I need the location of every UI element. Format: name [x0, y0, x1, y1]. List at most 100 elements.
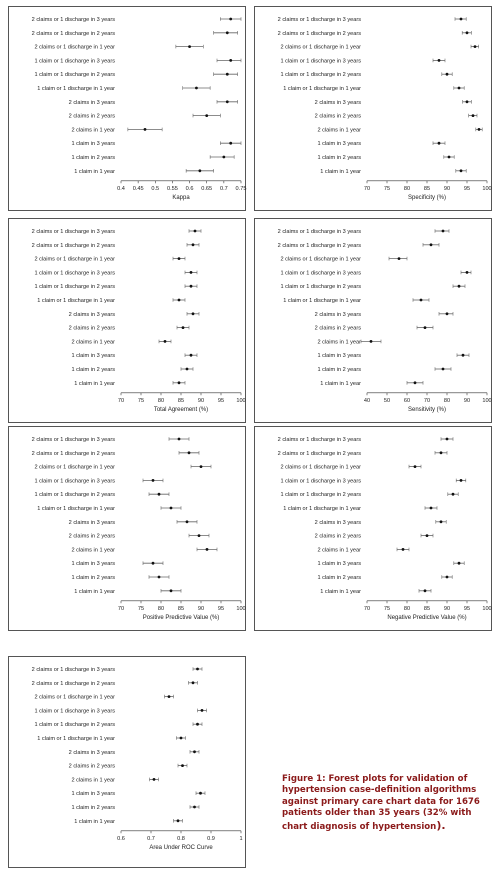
x-tick-label: 0.4 — [117, 186, 125, 192]
row-label: 1 claim in 2 years — [71, 805, 115, 811]
x-tick-label: 100 — [482, 606, 491, 612]
estimate-point — [177, 298, 181, 302]
row-label: 1 claim in 3 years — [317, 141, 361, 147]
estimate-point — [437, 59, 441, 62]
estimate-point — [185, 367, 189, 371]
x-tick-label: 90 — [444, 186, 450, 192]
estimate-point — [176, 819, 180, 823]
x-tick-label: 85 — [178, 606, 184, 612]
estimate-point — [191, 243, 195, 247]
x-axis-label: Kappa — [172, 195, 190, 201]
estimate-point — [179, 736, 183, 740]
estimate-point — [191, 312, 195, 316]
estimate-point — [143, 128, 147, 131]
row-label: 2 claims in 3 years — [315, 100, 362, 106]
estimate-point — [197, 534, 201, 537]
estimate-point — [188, 45, 191, 48]
forest-plot-sensitivity: 2 claims or 1 discharge in 3 years 2 clai… — [254, 218, 492, 423]
estimate-point — [205, 114, 209, 117]
estimate-point — [193, 229, 197, 233]
x-tick-label: 90 — [444, 606, 450, 612]
row-label: 2 claims or 1 discharge in 1 year — [34, 465, 115, 471]
estimate-point — [457, 86, 461, 90]
estimate-point — [151, 561, 155, 565]
x-tick-label: 95 — [218, 606, 224, 612]
estimate-point — [177, 437, 181, 441]
estimate-point — [225, 31, 229, 35]
row-label: 1 claim or 1 discharge in 2 years — [280, 492, 361, 498]
estimate-point — [445, 575, 449, 579]
row-label: 1 claim or 1 discharge in 1 year — [37, 736, 115, 742]
forest-plot-svg: 2 claims or 1 discharge in 3 years 2 clai… — [32, 667, 243, 851]
x-tick-label: 100 — [482, 398, 491, 404]
x-tick-label: 70 — [364, 606, 370, 612]
estimate-point — [195, 86, 198, 90]
x-tick-label: 60 — [404, 398, 410, 404]
x-tick-label: 75 — [384, 606, 390, 612]
row-label: 1 claim in 1 year — [320, 381, 361, 387]
row-label: 1 claim in 2 years — [71, 575, 115, 581]
x-axis-label: Specificity (%) — [408, 195, 446, 201]
x-tick-label: 0.8 — [177, 836, 185, 842]
row-label: 1 claim or 1 discharge in 3 years — [34, 708, 115, 714]
row-label: 2 claims in 2 years — [69, 114, 116, 120]
estimate-point — [169, 589, 173, 593]
x-axis-label: Area Under ROC Curve — [149, 845, 213, 851]
estimate-point — [229, 141, 233, 145]
row-label: 1 claim or 1 discharge in 3 years — [280, 58, 361, 64]
row-label: 2 claims in 3 years — [315, 312, 362, 318]
x-tick-label: 0.6 — [117, 836, 125, 842]
row-label: 2 claims or 1 discharge in 2 years — [278, 31, 362, 37]
row-label: 2 claims in 1 year — [71, 339, 115, 345]
row-label: 1 claim in 1 year — [320, 169, 361, 175]
figure-caption-end: ). — [436, 818, 446, 832]
row-label: 1 claim or 1 discharge in 1 year — [37, 86, 115, 92]
estimate-point — [473, 45, 477, 48]
estimate-point — [419, 298, 423, 302]
estimate-point — [429, 506, 433, 510]
estimate-point — [423, 326, 427, 329]
forest-plot-specificity: 2 claims or 1 discharge in 3 years 2 clai… — [254, 6, 492, 211]
estimate-point — [439, 451, 443, 455]
row-label: 1 claim in 3 years — [71, 791, 115, 797]
row-label: 2 claims in 1 year — [71, 777, 115, 783]
row-label: 2 claims or 1 discharge in 3 years — [278, 229, 362, 235]
x-tick-label: 100 — [236, 398, 245, 404]
x-tick-label: 1 — [239, 836, 242, 842]
x-tick-label: 0.55 — [167, 186, 178, 192]
estimate-point — [177, 257, 181, 260]
forest-plot-svg: 2 claims or 1 discharge in 3 years 2 clai… — [278, 229, 492, 413]
estimate-point — [196, 667, 199, 671]
estimate-point — [199, 465, 203, 468]
estimate-point — [189, 353, 193, 357]
row-label: 1 claim or 1 discharge in 2 years — [34, 72, 115, 78]
row-label: 2 claims or 1 discharge in 2 years — [32, 451, 116, 457]
x-tick-label: 85 — [178, 398, 184, 404]
row-label: 2 claims in 1 year — [317, 339, 361, 345]
row-label: 1 claim in 3 years — [317, 561, 361, 567]
estimate-point — [369, 340, 373, 343]
row-label: 1 claim or 1 discharge in 1 year — [283, 86, 361, 92]
x-tick-label: 90 — [464, 398, 470, 404]
estimate-point — [205, 548, 209, 551]
row-label: 2 claims or 1 discharge in 3 years — [32, 17, 116, 23]
estimate-point — [437, 141, 441, 145]
estimate-point — [196, 722, 199, 726]
row-label: 2 claims in 3 years — [69, 520, 116, 526]
row-label: 1 claim in 3 years — [71, 353, 115, 359]
forest-plot-svg: 2 claims or 1 discharge in 3 years 2 clai… — [32, 437, 246, 621]
x-tick-label: 85 — [424, 606, 430, 612]
row-label: 1 claim or 1 discharge in 3 years — [280, 478, 361, 484]
estimate-point — [189, 271, 193, 274]
estimate-point — [225, 72, 229, 76]
forest-plot-svg: 2 claims or 1 discharge in 3 years 2 clai… — [278, 17, 492, 201]
estimate-point — [413, 465, 417, 468]
row-label: 2 claims or 1 discharge in 3 years — [278, 437, 362, 443]
row-label: 2 claims or 1 discharge in 2 years — [278, 451, 362, 457]
estimate-point — [441, 229, 445, 233]
x-tick-label: 90 — [198, 606, 204, 612]
estimate-point — [151, 479, 155, 482]
row-label: 2 claims or 1 discharge in 3 years — [278, 17, 362, 23]
row-label: 1 claim or 1 discharge in 3 years — [34, 270, 115, 276]
row-label: 2 claims in 3 years — [315, 520, 362, 526]
